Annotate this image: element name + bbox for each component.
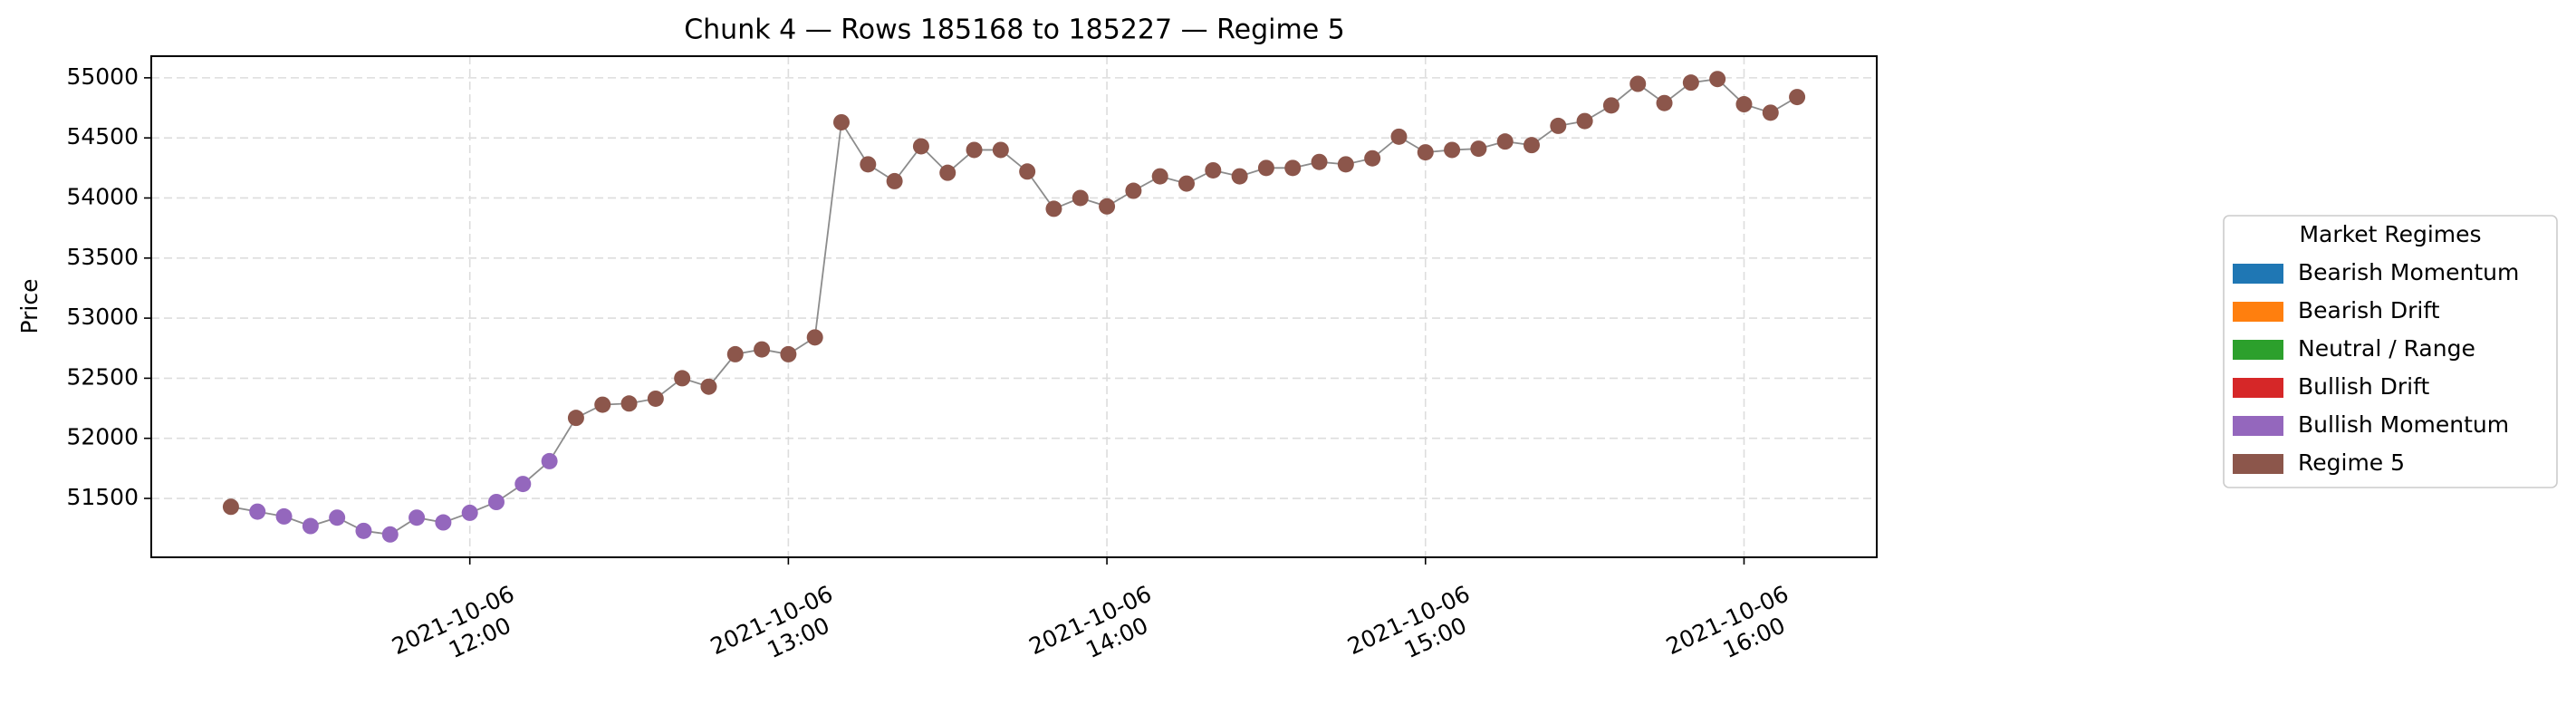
price-point xyxy=(1045,200,1062,217)
price-point xyxy=(912,138,929,155)
price-point xyxy=(1444,141,1461,159)
price-point xyxy=(567,410,584,427)
legend-swatch xyxy=(2233,302,2283,322)
price-point xyxy=(1576,112,1593,130)
chart-title: Chunk 4 — Rows 185168 to 185227 — Regime… xyxy=(684,14,1345,46)
y-tick-label: 54500 xyxy=(66,123,139,150)
y-tick-label: 52500 xyxy=(66,363,139,390)
price-point xyxy=(860,156,877,173)
price-point xyxy=(1789,89,1806,106)
y-tick-label: 53500 xyxy=(66,244,139,270)
price-point xyxy=(1417,144,1434,161)
legend-title: Market Regimes xyxy=(2299,221,2481,247)
price-point xyxy=(726,345,744,362)
price-point xyxy=(381,526,399,543)
legend-swatch xyxy=(2233,454,2283,474)
price-point xyxy=(514,476,532,493)
legend-swatch xyxy=(2233,416,2283,436)
price-point xyxy=(488,493,505,510)
price-point xyxy=(302,517,319,535)
legend-label: Regime 5 xyxy=(2298,449,2405,476)
price-point xyxy=(435,514,452,531)
price-point xyxy=(700,378,717,395)
x-tick-label: 2021-10-0616:00 xyxy=(1662,580,1804,684)
price-point xyxy=(1072,189,1089,207)
y-tick-label: 54000 xyxy=(66,183,139,209)
price-point xyxy=(1178,175,1195,192)
price-point xyxy=(1284,159,1302,177)
price-point xyxy=(1550,117,1567,134)
price-point xyxy=(647,390,664,407)
price-point xyxy=(329,509,346,526)
legend-label: Bearish Drift xyxy=(2298,297,2440,324)
price-point xyxy=(275,507,293,525)
price-point xyxy=(886,172,903,189)
price-point xyxy=(833,113,850,130)
legend-box xyxy=(2223,215,2558,488)
price-point xyxy=(1656,94,1673,111)
price-point xyxy=(1629,75,1647,92)
price-point xyxy=(966,141,983,159)
price-point xyxy=(541,452,558,469)
legend-label: Bullish Momentum xyxy=(2298,411,2509,438)
price-point xyxy=(594,396,611,413)
price-point xyxy=(1496,133,1514,150)
price-point xyxy=(461,504,478,521)
x-tick-label: 2021-10-0613:00 xyxy=(706,580,849,684)
legend-label: Neutral / Range xyxy=(2298,335,2475,362)
price-point xyxy=(1762,104,1779,121)
price-point xyxy=(355,522,372,539)
price-point xyxy=(1151,168,1168,185)
x-tick-label: 2021-10-0612:00 xyxy=(388,580,530,684)
price-point xyxy=(806,329,823,346)
legend-label: Bullish Drift xyxy=(2298,373,2429,400)
price-point xyxy=(222,498,239,516)
legend-swatch xyxy=(2233,264,2283,284)
x-tick-label: 2021-10-0614:00 xyxy=(1025,580,1168,684)
price-point xyxy=(1523,137,1540,154)
price-point xyxy=(249,503,266,520)
price-point xyxy=(1231,168,1248,185)
price-point xyxy=(1682,74,1699,92)
legend-label: Bearish Momentum xyxy=(2298,259,2519,285)
y-tick-label: 51500 xyxy=(66,484,139,510)
price-point xyxy=(1099,198,1116,215)
legend-swatch xyxy=(2233,378,2283,398)
price-point xyxy=(1205,161,1222,179)
price-line xyxy=(230,78,1798,536)
price-point xyxy=(1337,156,1354,173)
y-tick-label: 52000 xyxy=(66,424,139,450)
price-point xyxy=(409,509,426,526)
price-point xyxy=(1709,71,1726,88)
price-point xyxy=(1257,159,1274,177)
price-point xyxy=(1019,163,1036,180)
price-point xyxy=(1311,153,1328,170)
price-point xyxy=(939,164,956,181)
y-axis-label: Price xyxy=(16,279,43,334)
price-point xyxy=(620,395,638,412)
price-point xyxy=(992,141,1009,159)
price-point xyxy=(1602,97,1620,114)
y-tick-label: 53000 xyxy=(66,304,139,330)
price-point xyxy=(754,341,771,358)
price-point xyxy=(1125,182,1142,199)
plot-frame xyxy=(150,55,1878,558)
y-tick-label: 55000 xyxy=(66,63,139,90)
price-point xyxy=(674,370,691,387)
price-point xyxy=(1390,128,1408,145)
price-point xyxy=(1364,150,1381,167)
price-point xyxy=(780,345,797,362)
price-point xyxy=(1470,140,1487,158)
price-point xyxy=(1735,96,1753,113)
legend-swatch xyxy=(2233,340,2283,360)
x-tick-label: 2021-10-0615:00 xyxy=(1343,580,1485,684)
